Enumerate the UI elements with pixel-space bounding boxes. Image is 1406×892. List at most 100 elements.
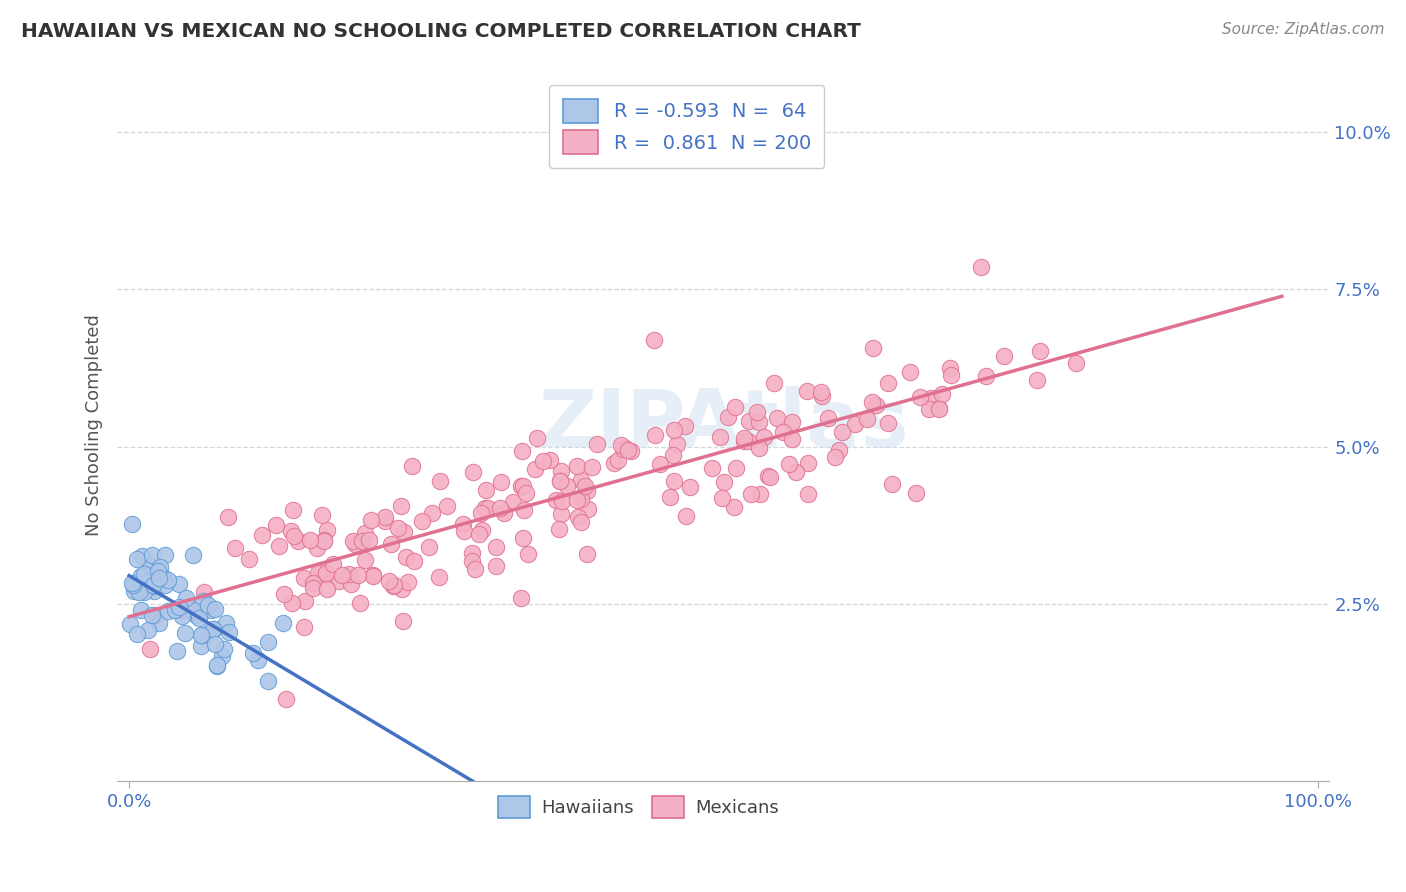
Point — [121, 578, 143, 592]
Point — [193, 585, 215, 599]
Point — [748, 441, 770, 455]
Point — [477, 501, 499, 516]
Point — [276, 692, 298, 706]
Point — [738, 413, 761, 427]
Point — [314, 533, 336, 548]
Point — [474, 500, 496, 515]
Point — [152, 573, 174, 587]
Point — [384, 578, 406, 592]
Point — [612, 442, 634, 457]
Point — [709, 430, 731, 444]
Point — [257, 635, 280, 649]
Point — [170, 603, 193, 617]
Point — [748, 487, 770, 501]
Point — [357, 533, 380, 547]
Point — [616, 443, 638, 458]
Point — [148, 615, 170, 630]
Point — [152, 570, 174, 584]
Point — [121, 575, 143, 590]
Point — [218, 625, 240, 640]
Point — [865, 398, 887, 412]
Point — [752, 430, 775, 444]
Point — [224, 541, 246, 556]
Point — [928, 401, 950, 415]
Point — [143, 584, 166, 599]
Point — [316, 582, 339, 597]
Point — [205, 658, 228, 673]
Point — [908, 390, 931, 404]
Point — [544, 492, 567, 507]
Point — [905, 486, 928, 500]
Point — [512, 503, 534, 517]
Point — [205, 658, 228, 673]
Point — [186, 608, 208, 623]
Point — [569, 491, 592, 506]
Point — [856, 411, 879, 425]
Point — [307, 541, 329, 556]
Point — [193, 603, 215, 617]
Point — [939, 368, 962, 382]
Point — [759, 469, 782, 483]
Point — [724, 400, 747, 414]
Point — [509, 479, 531, 493]
Point — [402, 554, 425, 568]
Point — [898, 365, 921, 379]
Point — [488, 501, 510, 516]
Point — [353, 553, 375, 567]
Point — [309, 563, 332, 577]
Point — [148, 571, 170, 585]
Point — [181, 603, 204, 617]
Point — [548, 475, 571, 489]
Point — [238, 551, 260, 566]
Point — [294, 593, 316, 607]
Point — [169, 599, 191, 614]
Point — [931, 387, 953, 401]
Point — [797, 487, 820, 501]
Point — [533, 453, 555, 467]
Point — [661, 448, 683, 462]
Point — [862, 342, 884, 356]
Point — [550, 464, 572, 478]
Point — [148, 559, 170, 574]
Point — [429, 474, 451, 488]
Point — [581, 460, 603, 475]
Point — [283, 503, 305, 517]
Point — [202, 622, 225, 636]
Point — [342, 534, 364, 549]
Point — [174, 626, 197, 640]
Point — [328, 574, 350, 588]
Point — [271, 615, 294, 630]
Point — [264, 518, 287, 533]
Point — [202, 622, 225, 636]
Point — [287, 534, 309, 549]
Point — [391, 614, 413, 628]
Point — [745, 405, 768, 419]
Point — [585, 437, 607, 451]
Point — [489, 475, 512, 490]
Point — [129, 603, 152, 617]
Point — [515, 486, 537, 500]
Point — [810, 384, 832, 399]
Point — [664, 474, 686, 488]
Point — [569, 474, 592, 488]
Point — [195, 627, 218, 641]
Point — [510, 444, 533, 458]
Point — [733, 432, 755, 446]
Point — [567, 510, 589, 524]
Point — [134, 567, 156, 582]
Point — [204, 601, 226, 615]
Point — [181, 548, 204, 562]
Point — [828, 442, 851, 457]
Point — [796, 384, 818, 398]
Point — [603, 456, 626, 470]
Point — [763, 376, 786, 390]
Point — [139, 641, 162, 656]
Point — [461, 553, 484, 567]
Point — [512, 478, 534, 492]
Point — [659, 490, 682, 504]
Point — [517, 547, 540, 561]
Point — [257, 673, 280, 688]
Point — [395, 549, 418, 564]
Point — [191, 594, 214, 608]
Point — [610, 438, 633, 452]
